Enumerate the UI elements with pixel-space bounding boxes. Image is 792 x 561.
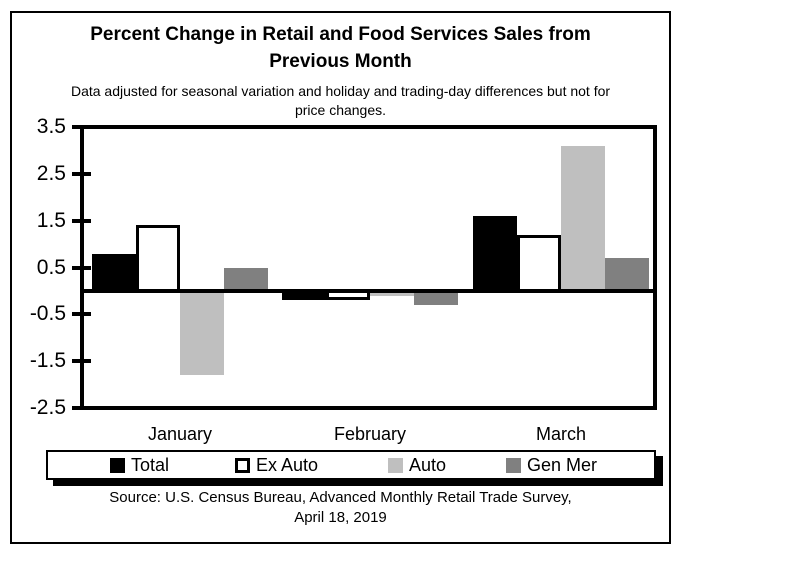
chart-subtitle-line1: Data adjusted for seasonal variation and… <box>70 83 611 99</box>
zero-line <box>82 289 657 293</box>
x-axis-label-january: January <box>147 424 213 444</box>
auto-swatch-icon <box>388 457 403 473</box>
bar-gen-mer-march <box>605 258 649 293</box>
source-note: Source: U.S. Census Bureau, Advanced Mon… <box>10 488 671 528</box>
bar-total-february <box>282 289 326 300</box>
chart-subtitle: Data adjusted for seasonal variation and… <box>10 82 671 120</box>
chart-title-line2: Previous Month <box>269 51 412 72</box>
bar-ex-auto-march <box>517 235 561 293</box>
chart-subtitle-line2: price changes. <box>294 102 387 118</box>
y-axis-tick-label: 1.5 <box>36 209 66 232</box>
chart-title-line1: Percent Change in Retail and Food Servic… <box>90 24 591 45</box>
bar-total-january <box>92 254 136 293</box>
y-axis-tick-label: -0.5 <box>29 302 66 325</box>
plot-top-border <box>82 125 657 129</box>
y-axis-line <box>80 125 84 410</box>
legend-label-auto: Auto <box>409 455 447 475</box>
legend-item-auto: Auto <box>388 452 446 478</box>
bar-total-march <box>473 216 517 293</box>
legend-label-gen-mer: Gen Mer <box>527 455 598 475</box>
legend-label-total: Total <box>131 455 170 475</box>
legend-item-total: Total <box>110 452 169 478</box>
bar-auto-march <box>561 146 605 293</box>
y-axis-tick-label: 0.5 <box>36 256 66 279</box>
source-note-line2: April 18, 2019 <box>294 509 387 526</box>
bar-gen-mer-january <box>224 268 268 293</box>
y-axis-tick-label: 2.5 <box>36 162 66 185</box>
legend-item-ex-auto: Ex Auto <box>235 452 318 478</box>
plot-right-border <box>653 125 657 410</box>
x-axis-label-march: March <box>535 424 586 444</box>
gen-mer-swatch-icon <box>506 457 521 473</box>
chart-title: Percent Change in Retail and Food Servic… <box>10 21 671 75</box>
x-axis-label-february: February <box>333 424 407 444</box>
source-note-line1: Source: U.S. Census Bureau, Advanced Mon… <box>109 489 572 506</box>
y-axis-tick-label: -1.5 <box>29 349 66 372</box>
y-axis-tick-label: 3.5 <box>36 115 66 138</box>
bar-auto-january <box>180 289 224 375</box>
y-axis-tick-label: -2.5 <box>29 396 66 419</box>
legend-item-gen-mer: Gen Mer <box>506 452 597 478</box>
total-swatch-icon <box>110 457 125 473</box>
bar-ex-auto-january <box>136 225 180 293</box>
bar-gen-mer-february <box>414 289 458 305</box>
plot-bottom-border <box>82 406 657 410</box>
legend: Total Ex Auto Auto Gen Mer <box>46 450 656 480</box>
legend-label-ex-auto: Ex Auto <box>256 455 319 475</box>
ex-auto-swatch-icon <box>235 457 250 473</box>
